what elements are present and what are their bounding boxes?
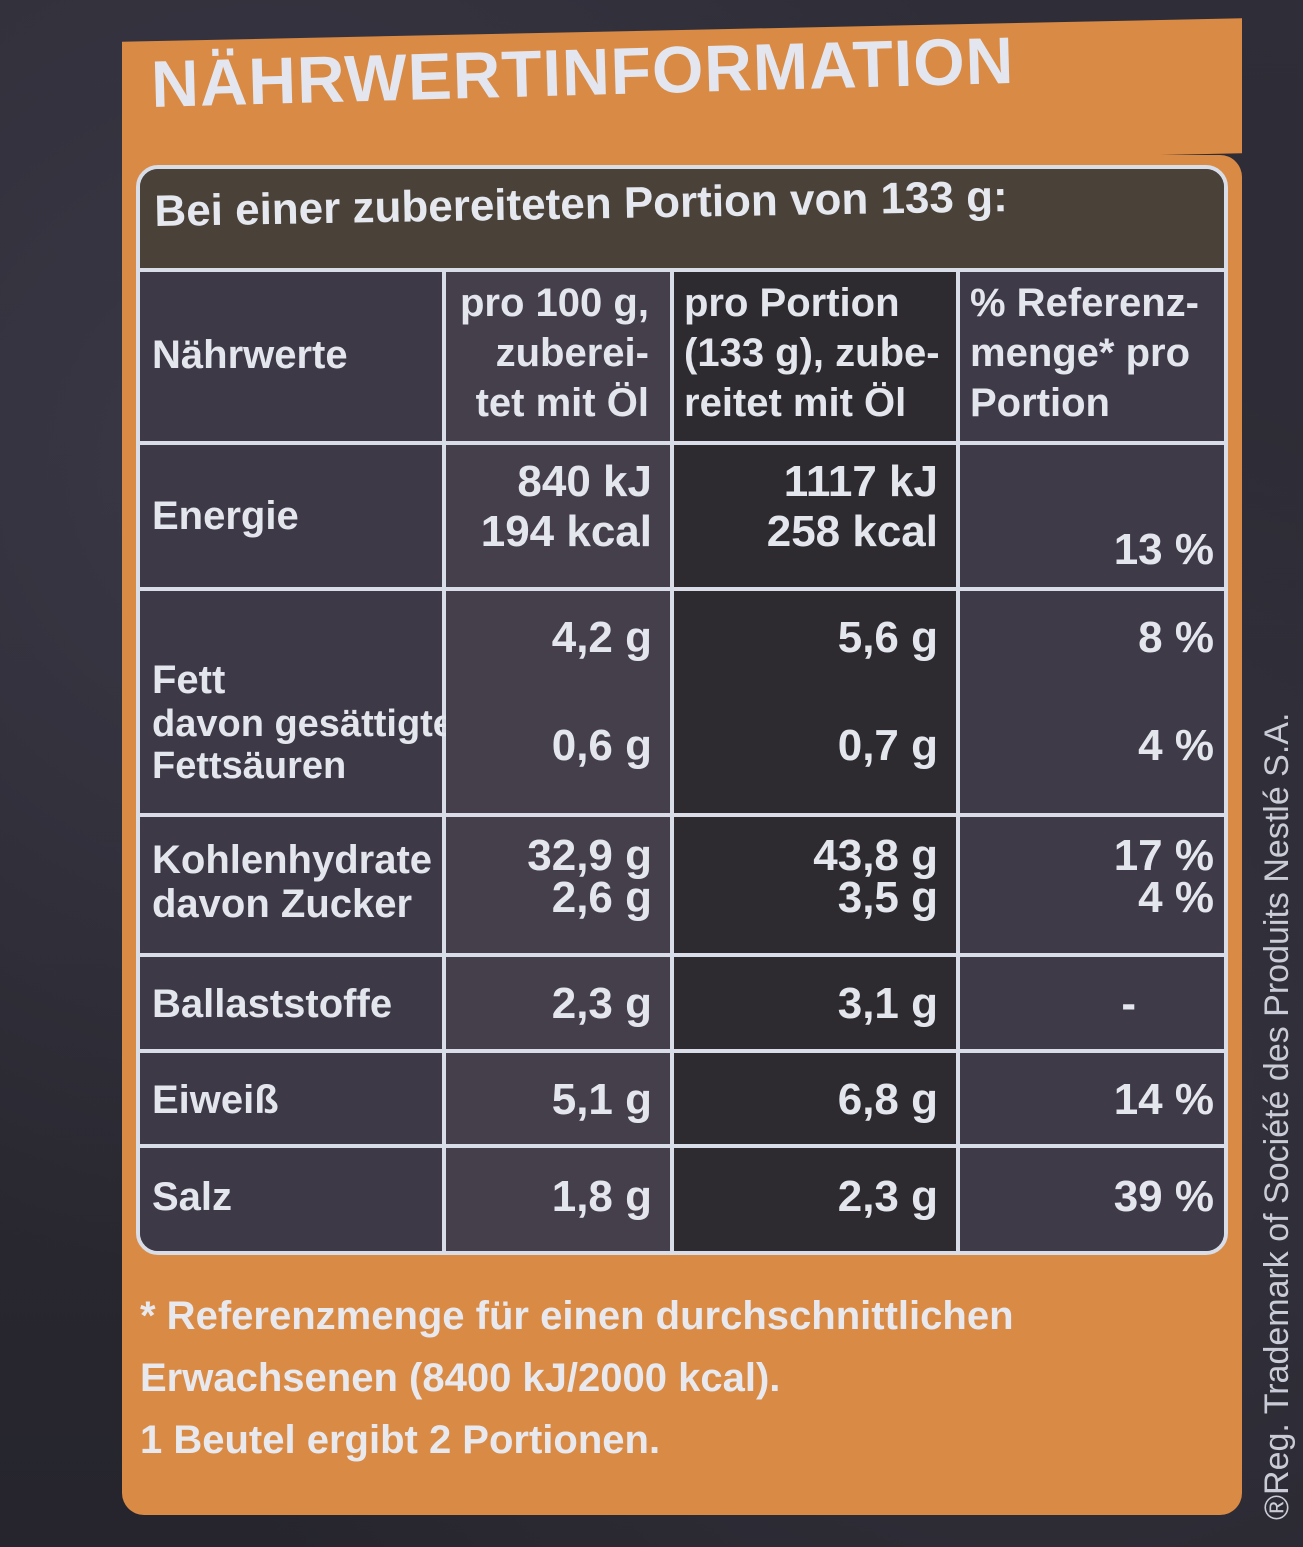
salz-ref: 39 % (1113, 1172, 1214, 1221)
label-energie: Energie (152, 494, 299, 538)
footnote-line-3: 1 Beutel ergibt 2 Portionen. (140, 1418, 661, 1462)
label-fett: Fett (152, 658, 226, 702)
eiweiss-100g: 5,1 g (551, 1075, 652, 1124)
row-energie: Energie 840 kJ 194 kcal 1117 kJ 258 kcal… (140, 445, 1224, 591)
energie-portion-kj: 1117 kJ (783, 457, 938, 506)
footnote-line-1: * Referenzmenge für einen durchschnittli… (140, 1294, 1014, 1338)
label-kohlenhydrate: Kohlenhydrate (152, 838, 433, 882)
gesaettigt-portion: 0,7 g (837, 721, 938, 770)
footnote-line-2: Erwachsenen (8400 kJ/2000 kcal). (140, 1356, 781, 1400)
kh-portion: 43,8 g (813, 831, 938, 880)
zucker-ref: 4 % (1138, 873, 1214, 922)
kh-100g: 32,9 g (527, 831, 652, 880)
portion-header: Bei einer zubereiteten Portion von 133 g… (140, 169, 1224, 272)
fett-100g: 4,2 g (551, 613, 652, 662)
label-zucker: davon Zucker (152, 882, 413, 926)
row-kohlenhydrate: Kohlenhydrate davon Zucker 32,9 g 2,6 g … (140, 817, 1224, 957)
salz-portion: 2,3 g (837, 1172, 938, 1221)
fett-portion: 5,6 g (837, 613, 938, 662)
label-salz: Salz (152, 1175, 233, 1219)
salz-100g: 1,8 g (551, 1172, 652, 1221)
ballast-portion: 3,1 g (837, 979, 938, 1028)
header-naehrwerte: Nährwerte (140, 272, 446, 441)
label-fettsaeuren: Fettsäuren (152, 745, 347, 787)
ballast-100g: 2,3 g (551, 979, 652, 1028)
label-fett-gesaettigt: davon gesättigte (152, 703, 454, 745)
zucker-portion: 3,5 g (837, 873, 938, 922)
fett-ref: 8 % (1138, 613, 1214, 662)
zucker-100g: 2,6 g (551, 873, 652, 922)
label-eiweiss: Eiweiß (152, 1078, 279, 1122)
footnote: * Referenzmenge für einen durchschnittli… (140, 1285, 1220, 1471)
energie-100g-kj: 840 kJ (517, 457, 652, 506)
eiweiss-portion: 6,8 g (837, 1075, 938, 1124)
gesaettigt-ref: 4 % (1138, 721, 1214, 770)
trademark-text: ®Reg. Trademark of Société des Produits … (1258, 712, 1296, 1520)
portion-note: Bei einer zubereiteten Portion von 133 g… (154, 172, 1009, 236)
row-eiweiss: Eiweiß 5,1 g 6,8 g 14 % (140, 1053, 1224, 1148)
row-fett: Fett davon gesättigte Fettsäuren 4,2 g 0… (140, 591, 1224, 817)
row-salz: Salz 1,8 g 2,3 g 39 % (140, 1148, 1224, 1251)
row-ballaststoffe: Ballaststoffe 2,3 g 3,1 g - (140, 957, 1224, 1053)
nutrition-table: Bei einer zubereiteten Portion von 133 g… (136, 165, 1228, 1255)
column-header-row: Nährwerte pro 100 g, zuberei-tet mit Öl p… (140, 272, 1224, 445)
header-pro-100g: pro 100 g, zuberei-tet mit Öl (446, 272, 674, 441)
kh-ref: 17 % (1113, 831, 1214, 880)
gesaettigt-100g: 0,6 g (551, 721, 652, 770)
energie-ref: 13 % (1113, 525, 1214, 574)
header-referenzmenge: % Referenz-menge* pro Portion (960, 272, 1224, 441)
energie-100g-kcal: 194 kcal (480, 507, 652, 556)
header-pro-portion: pro Portion (133 g), zube-reitet mit Öl (674, 272, 960, 441)
eiweiss-ref: 14 % (1113, 1075, 1214, 1124)
energie-portion-kcal: 258 kcal (766, 507, 938, 556)
ballast-ref: - (1121, 979, 1136, 1028)
label-ballaststoffe: Ballaststoffe (152, 982, 393, 1026)
